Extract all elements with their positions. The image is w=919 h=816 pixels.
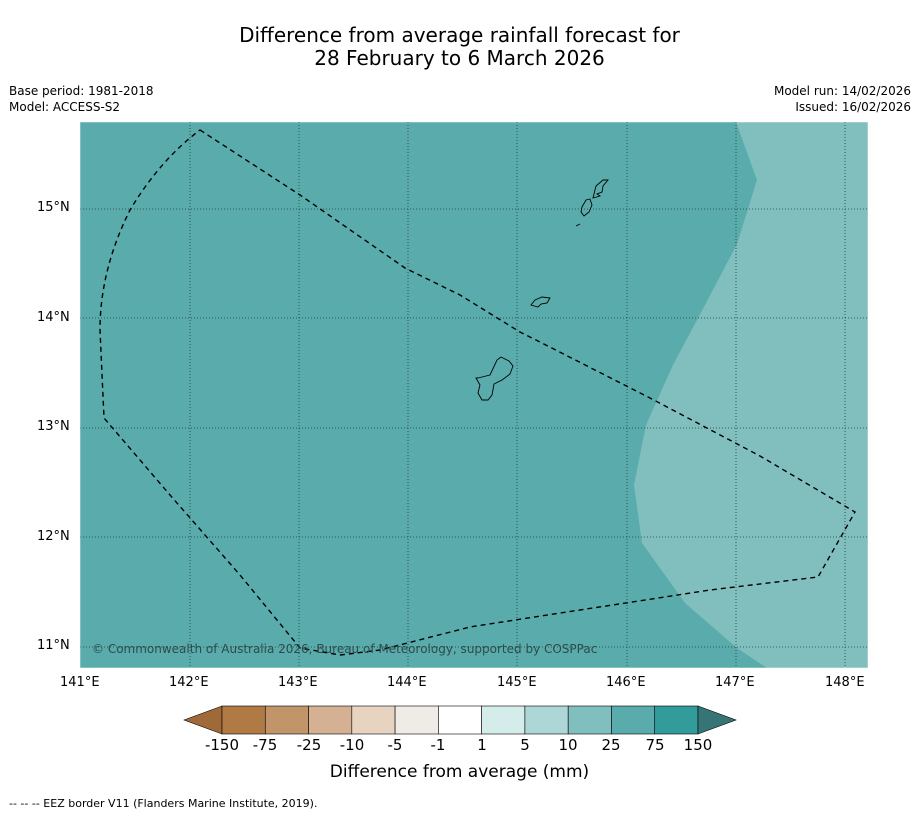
colorbar-cells [221,705,699,735]
eez-footnote: -- -- -- EEZ border V11 (Flanders Marine… [9,797,318,810]
colorbar-extend-low [183,705,223,735]
colorbar-label: -10 [339,736,365,754]
colorbar-title: Difference from average (mm) [329,762,590,782]
colorbar [183,705,737,735]
lat-label-15n: 15°N [37,200,70,215]
colorbar-cell [654,705,699,735]
colorbar-extend-high [697,705,737,735]
lon-label-146e: 146°E [606,675,646,690]
lon-label-143e: 143°E [278,675,318,690]
islands [475,179,609,401]
colorbar-label: 1 [477,736,487,754]
lat-label-13n: 13°N [37,419,70,434]
map-frame [79,121,869,669]
lon-label-141e: 141°E [60,675,100,690]
colorbar-label: 150 [683,736,713,754]
model-run: Model run: 14/02/2026 [773,84,911,98]
colorbar-label: 25 [601,736,621,754]
colorbar-cell [221,705,266,735]
colorbar-label: -150 [204,736,240,754]
colorbar-cell [524,705,569,735]
colorbar-cell [481,705,526,735]
title-line-2: 28 February to 6 March 2026 [314,46,605,70]
graticule [80,122,868,668]
lat-label-12n: 12°N [37,529,70,544]
colorbar-label: 75 [645,736,665,754]
map-region-10-25 [634,122,868,668]
colorbar-label: -1 [430,736,446,754]
colorbar-cell [264,705,309,735]
island-saipan [592,179,609,199]
colorbar-cell [351,705,396,735]
colorbar-cell [308,705,353,735]
eez-border [99,129,856,656]
colorbar-cell [611,705,656,735]
lon-label-144e: 144°E [387,675,427,690]
colorbar-label: -5 [387,736,403,754]
colorbar-label: -75 [252,736,278,754]
model-name: Model: ACCESS-S2 [9,100,121,114]
island-tinian [580,198,593,217]
issued-date: Issued: 16/02/2026 [795,100,911,114]
colorbar-label: 10 [558,736,578,754]
lon-label-145e: 145°E [497,675,537,690]
island-guam [475,356,514,401]
island-rota [530,296,551,308]
island-aguijan [575,223,581,227]
colorbar-cell [567,705,612,735]
colorbar-cell [394,705,439,735]
lon-label-142e: 142°E [169,675,209,690]
lat-label-11n: 11°N [37,638,70,653]
base-period: Base period: 1981-2018 [9,84,154,98]
lon-label-148e: 148°E [825,675,865,690]
lon-label-147e: 147°E [715,675,755,690]
colorbar-cell [438,705,482,735]
colorbar-label: -25 [296,736,322,754]
title-line-1: Difference from average rainfall forecas… [239,23,680,47]
colorbar-label: 5 [520,736,530,754]
lat-label-14n: 14°N [37,310,70,325]
copyright-notice: © Commonwealth of Australia 2026, Bureau… [92,642,597,656]
